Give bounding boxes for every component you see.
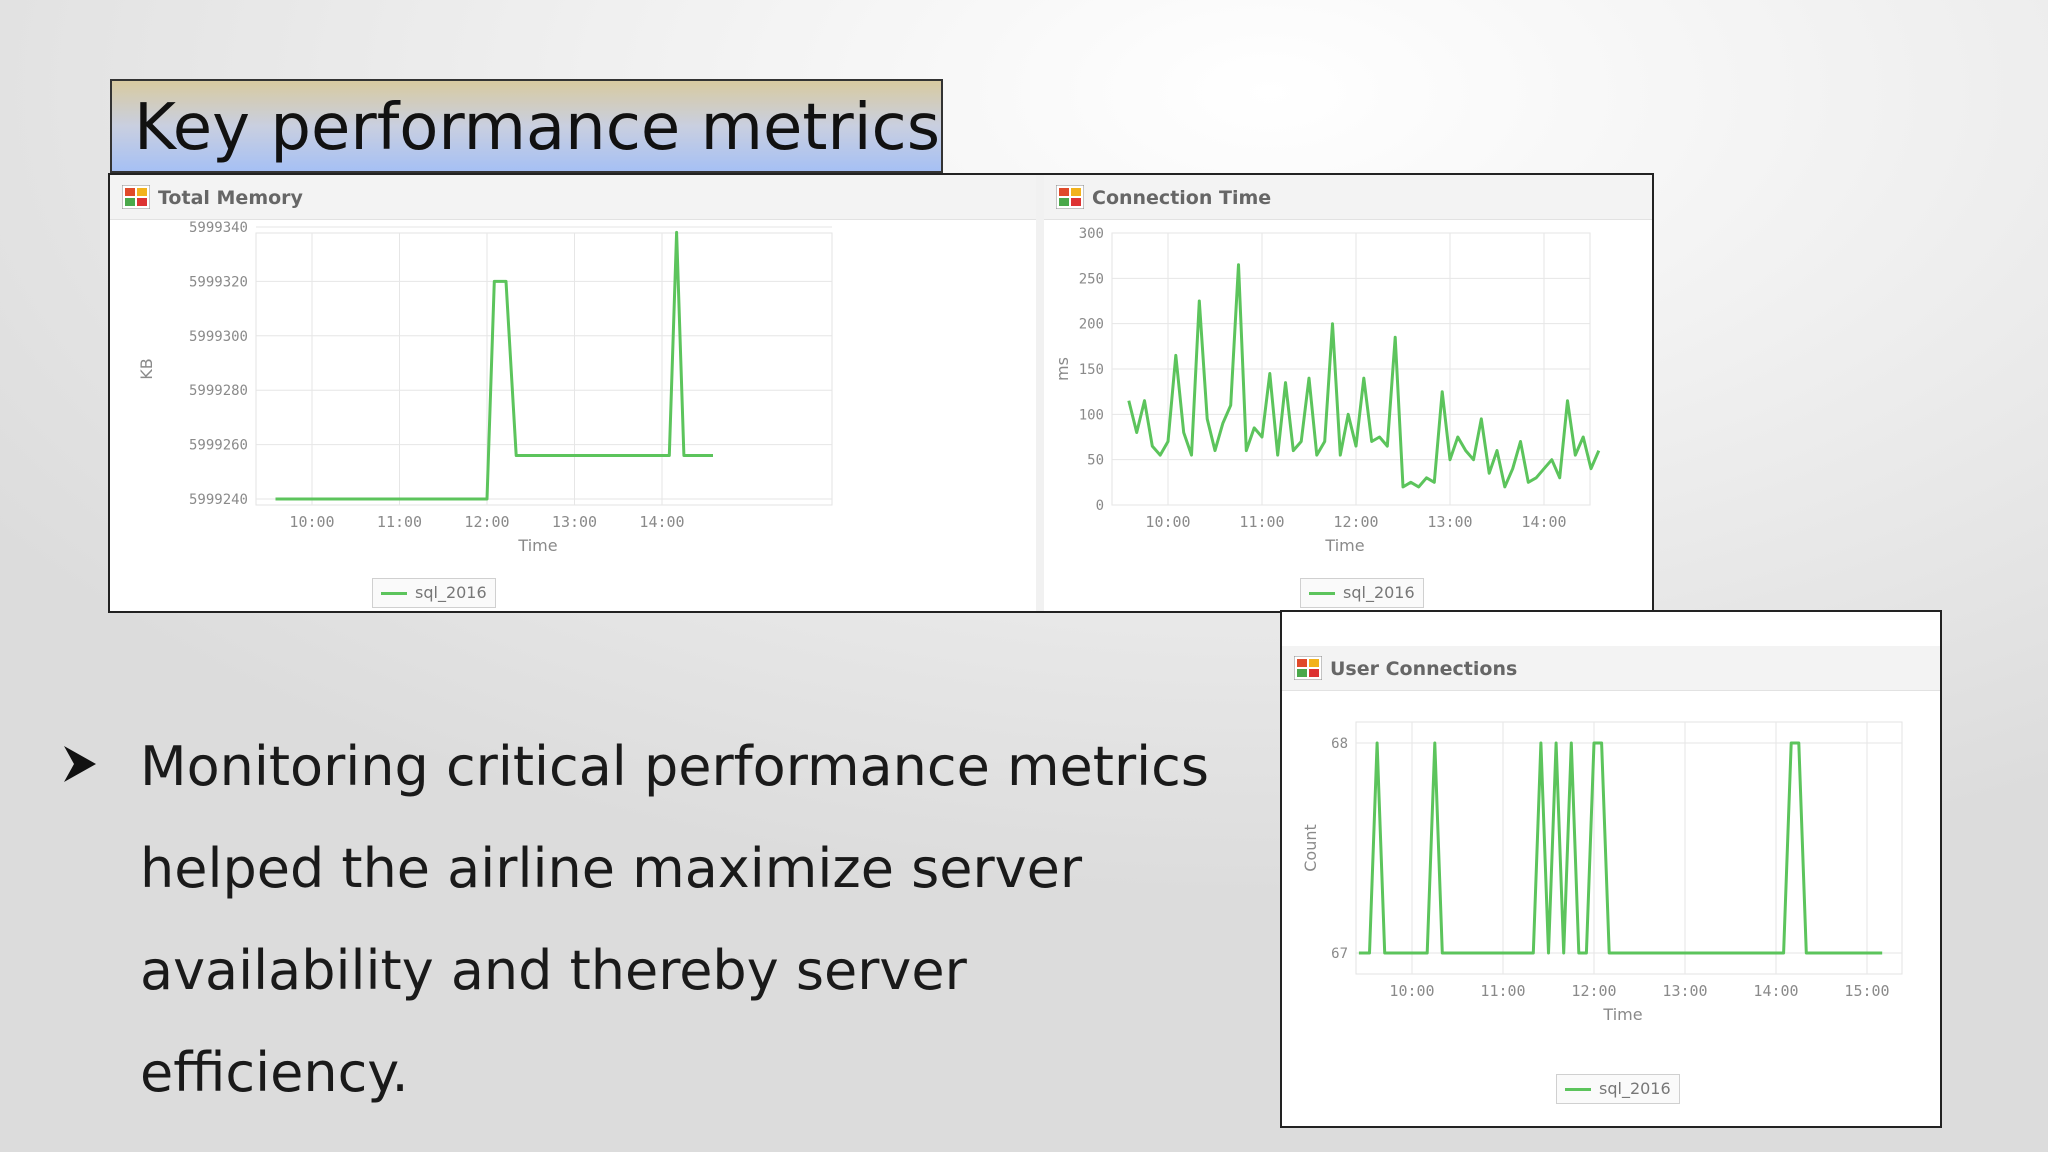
y-tick-label: 5999240	[189, 492, 248, 508]
x-tick-label: 13:00	[1662, 982, 1707, 1000]
x-tick-label: 14:00	[1521, 513, 1566, 531]
y-tick-label: 5999320	[189, 274, 248, 290]
y-tick-label: 5999280	[189, 383, 248, 399]
total-memory-chart: 5999240 5999260 5999280 5999300 5999320 59993…	[137, 220, 833, 555]
y-tick-label: 5999340	[189, 220, 248, 236]
connection-time-chart: 0 50 100 150 200 250 300 10:00 11:00 12:00 13:00 14…	[1053, 226, 1601, 555]
x-tick-label: 10:00	[1389, 982, 1434, 1000]
x-tick-label: 13:00	[552, 513, 597, 531]
x-tick-label: 13:00	[1427, 513, 1472, 531]
total-memory-header: Total Memory	[110, 175, 1036, 220]
arrow-bullet-icon	[64, 746, 96, 782]
total-memory-legend: sql_2016	[372, 578, 496, 608]
legend-label: sql_2016	[1343, 583, 1415, 602]
panel-divider	[1036, 175, 1044, 611]
y-tick-label: 67	[1331, 946, 1348, 962]
chart-icon	[122, 185, 150, 209]
user-connections-chart: 67 68 10:00 11:00 12:00 13:00 14:00 15:00 Time Co…	[1301, 721, 1903, 1024]
x-axis-label: Time	[1602, 1005, 1642, 1024]
y-tick-label: 250	[1079, 271, 1104, 287]
x-axis-label: Time	[1324, 536, 1364, 555]
x-tick-label: 12:00	[1571, 982, 1616, 1000]
y-axis-label: ms	[1053, 357, 1072, 381]
bullet-text: Monitoring critical performance metrics …	[140, 735, 1209, 1104]
y-tick-label: 100	[1079, 407, 1104, 423]
legend-label: sql_2016	[1599, 1079, 1671, 1098]
series-line-sql_2016	[275, 230, 713, 501]
x-tick-label: 15:00	[1844, 982, 1889, 1000]
x-tick-label: 11:00	[377, 513, 422, 531]
connection-time-header: Connection Time	[1044, 175, 1652, 220]
legend-swatch	[1309, 592, 1335, 595]
y-tick-label: 68	[1331, 736, 1348, 752]
y-tick-label: 200	[1079, 317, 1104, 333]
plot-area	[1355, 721, 1903, 975]
y-axis-label: Count	[1301, 824, 1320, 872]
slide-title: Key performance metrics	[110, 79, 943, 173]
total-memory-title: Total Memory	[158, 187, 303, 209]
y-tick-label: 50	[1087, 453, 1104, 469]
x-tick-label: 14:00	[1753, 982, 1798, 1000]
connection-time-legend: sql_2016	[1300, 578, 1424, 608]
y-tick-label: 150	[1079, 362, 1104, 378]
chart-icon	[1294, 656, 1322, 680]
legend-swatch	[381, 592, 407, 595]
x-tick-label: 14:00	[639, 513, 684, 531]
legend-label: sql_2016	[415, 583, 487, 602]
series-line-sql_2016	[1358, 741, 1883, 955]
plot-area	[255, 232, 833, 506]
user-connections-title: User Connections	[1330, 658, 1518, 680]
x-tick-label: 11:00	[1239, 513, 1284, 531]
bottom-chart-panel: User Connections 67 68 10:00 11:00 12:00 13:0…	[1280, 610, 1942, 1128]
x-tick-label: 12:00	[1333, 513, 1378, 531]
y-tick-label: 0	[1096, 498, 1104, 514]
chart-icon	[1056, 185, 1084, 209]
x-tick-label: 10:00	[289, 513, 334, 531]
user-connections-legend: sql_2016	[1556, 1074, 1680, 1104]
y-tick-label: 5999260	[189, 438, 248, 454]
user-connections-header: User Connections	[1282, 646, 1940, 691]
x-tick-label: 11:00	[1480, 982, 1525, 1000]
y-axis-label: KB	[137, 358, 156, 379]
top-chart-panel: Total Memory Connection Time 5999240 5999…	[108, 173, 1654, 613]
connection-time-title: Connection Time	[1092, 187, 1272, 209]
series-line-sql_2016	[1127, 263, 1601, 489]
legend-swatch	[1565, 1088, 1591, 1091]
y-tick-label: 5999300	[189, 329, 248, 345]
x-axis-label: Time	[517, 536, 557, 555]
x-tick-label: 10:00	[1145, 513, 1190, 531]
x-tick-label: 12:00	[464, 513, 509, 531]
y-tick-label: 300	[1079, 226, 1104, 242]
